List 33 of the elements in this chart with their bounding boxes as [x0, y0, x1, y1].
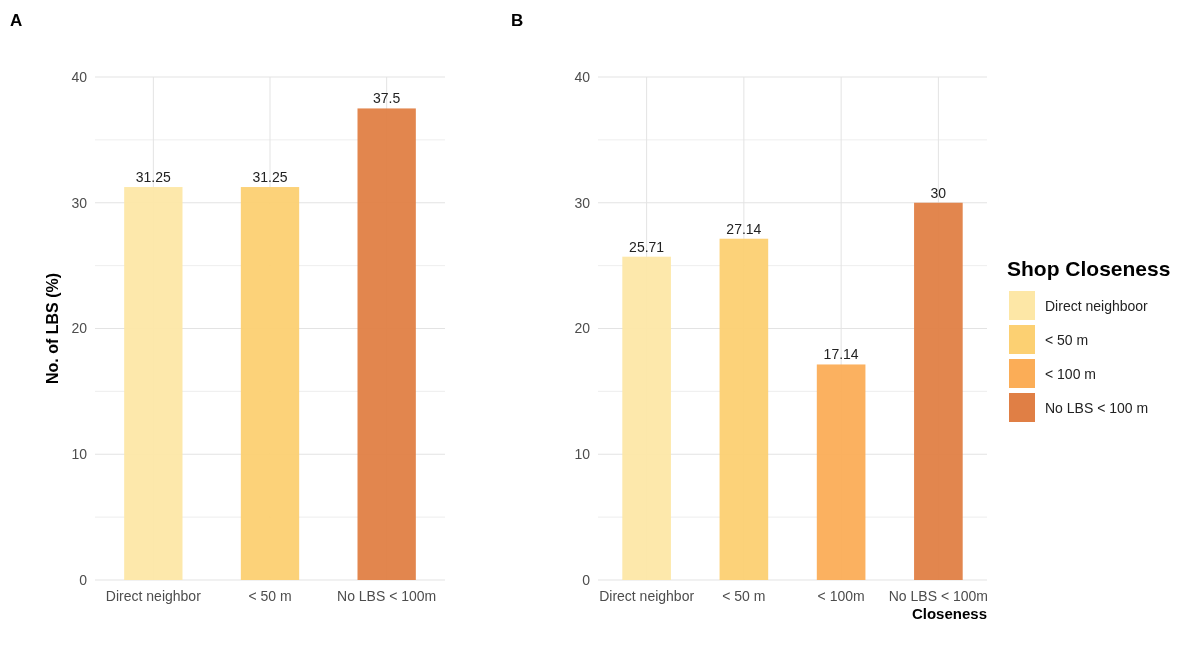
data-label: 31.25 [135, 169, 172, 186]
legend-label: Direct neighboor [1045, 297, 1149, 314]
data-label: 27.14 [726, 220, 762, 237]
y-tick-label: 30 [71, 194, 88, 211]
y-tick-label: 20 [574, 320, 591, 337]
chart-title: A [10, 11, 23, 30]
legend-label: No LBS < 100 m [1045, 399, 1149, 416]
x-tick-label: Direct neighbor [105, 588, 202, 604]
x-tick-label: < 50 m [248, 588, 292, 604]
x-tick-label: Direct neighbor [599, 588, 695, 604]
data-label: 37.5 [373, 90, 401, 107]
y-tick-label: 40 [71, 68, 88, 85]
legend-label: < 50 m [1045, 331, 1089, 348]
y-tick-label: 10 [574, 446, 591, 463]
y-tick-label: 20 [71, 320, 88, 337]
data-label: 25.71 [629, 238, 665, 255]
x-tick-label: < 100m [817, 588, 865, 604]
y-tick-label: 30 [574, 194, 591, 211]
y-tick-label: 10 [71, 446, 88, 463]
y-tick-label: 0 [79, 571, 88, 588]
data-label: 17.14 [823, 346, 859, 363]
data-label: 30 [930, 184, 947, 201]
legend-title: Shop Closeness [1007, 257, 1171, 280]
y-axis-title: No. of LBS (%) [44, 272, 61, 385]
x-tick-label: No LBS < 100m [337, 588, 437, 604]
legend-label: < 100 m [1045, 365, 1096, 382]
y-tick-label: 0 [582, 571, 591, 588]
x-tick-label: < 50 m [722, 588, 766, 604]
data-label: 31.25 [252, 169, 288, 186]
y-tick-label: 40 [574, 68, 591, 85]
chart-title: B [511, 11, 524, 30]
x-tick-label: No LBS < 100m [888, 588, 988, 604]
x-axis-title: Closeness [911, 605, 987, 622]
